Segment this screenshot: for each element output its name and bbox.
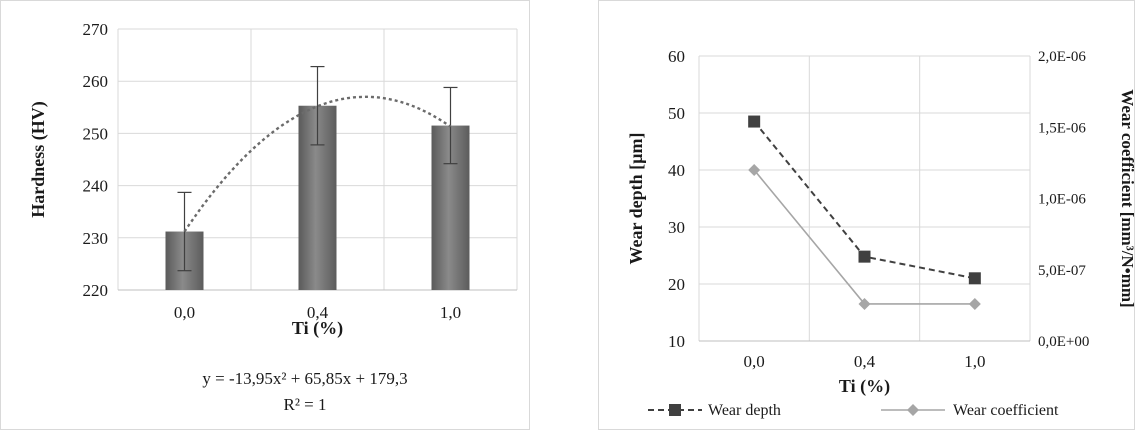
- x-tick-label: 1,0: [440, 303, 461, 322]
- x-tick-label: 0,0: [744, 352, 765, 371]
- y-tick-label: 270: [83, 20, 109, 39]
- legend-wear-depth-marker: [669, 404, 681, 416]
- y-tick-label: 50: [668, 104, 685, 123]
- x-tick-label: 0,0: [174, 303, 195, 322]
- y2-tick-label: 0,0E+00: [1038, 334, 1089, 350]
- x-tick-label: 0,4: [307, 303, 329, 322]
- x-axis-title: Ti (%): [839, 376, 890, 397]
- x-tick-label: 1,0: [964, 352, 985, 371]
- wear-depth-marker: [968, 272, 981, 285]
- y-tick-label: 30: [668, 218, 685, 237]
- legend-wear-coefficient-label: Wear coefficient: [953, 402, 1059, 419]
- wear-chart-panel: 10 20 30 40 50 60 0,0E+00 5,0E-07 1,0E-06 1,5E-06…: [598, 0, 1135, 430]
- y2-tick-label: 1,0E-06: [1038, 192, 1086, 208]
- y-tick-label: 250: [83, 124, 109, 143]
- wear-chart: 10 20 30 40 50 60 0,0E+00 5,0E-07 1,0E-06 1,5E-06…: [598, 0, 1135, 430]
- y2-tick-label: 2,0E-06: [1038, 49, 1086, 65]
- x-tick-label: 0,4: [854, 352, 876, 371]
- wear-coefficient-marker: [858, 297, 871, 310]
- wear-depth-marker: [748, 115, 761, 128]
- y-tick-label: 60: [668, 47, 685, 66]
- r-squared-label: R² = 1: [283, 395, 326, 414]
- wear-depth-marker: [858, 250, 871, 263]
- trendline: [183, 95, 452, 233]
- y-axis-title: Hardness (HV): [28, 101, 49, 218]
- y-tick-label: 220: [83, 281, 109, 300]
- trendline-equation: y = -13,95x² + 65,85x + 179,3: [202, 369, 407, 388]
- hardness-chart-panel: 220 230 240 250 260 270 0,0 0,4 1,0 Ti (%) Hardnes…: [0, 0, 530, 430]
- y-axis-title: Wear depth [µm]: [626, 132, 646, 264]
- legend-wear-coefficient-marker: [907, 404, 919, 416]
- y2-axis-title: Wear coefficient [mm³/N•mm]: [1118, 89, 1135, 307]
- y-tick-label: 240: [83, 177, 109, 196]
- y2-tick-label: 5,0E-07: [1038, 263, 1086, 279]
- legend-wear-depth-label: Wear depth: [708, 402, 781, 419]
- y-tick-label: 20: [668, 275, 685, 294]
- wear-coefficient-marker: [968, 297, 981, 310]
- y-tick-label: 40: [668, 161, 685, 180]
- y-tick-label: 10: [668, 332, 685, 351]
- y-tick-label: 260: [83, 72, 109, 91]
- y2-tick-label: 1,5E-06: [1038, 120, 1086, 136]
- y-tick-label: 230: [83, 229, 109, 248]
- hardness-chart: 220 230 240 250 260 270 0,0 0,4 1,0 Ti (%) Hardnes…: [0, 0, 530, 430]
- x-axis-title: Ti (%): [292, 318, 343, 339]
- wear-coefficient-marker: [748, 164, 761, 176]
